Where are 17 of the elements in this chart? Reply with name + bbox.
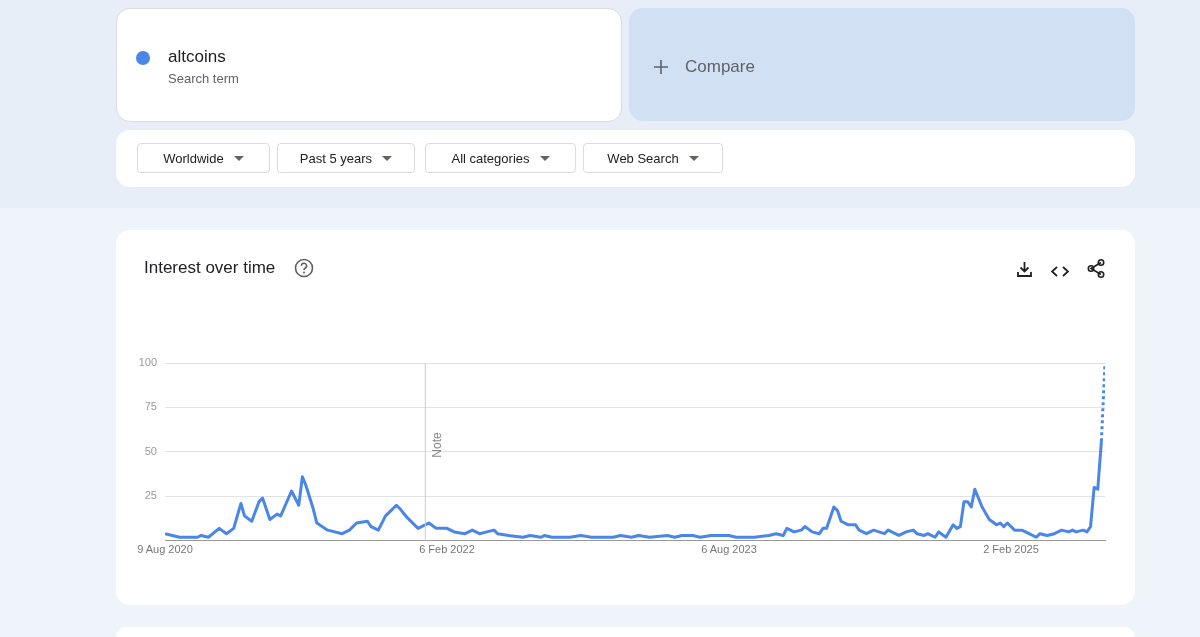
y-tick-label: 100: [138, 356, 157, 369]
text: Worldwide: [163, 150, 224, 166]
chart-title: Interest over time: [144, 258, 276, 278]
x-tick-label: 6 Feb 2022: [419, 543, 475, 556]
y-tick-label: 75: [144, 400, 157, 413]
y-tick-label: 50: [144, 444, 157, 457]
text: Past 5 years: [299, 150, 373, 166]
text: All categories: [451, 150, 530, 166]
text: Compare: [685, 57, 755, 77]
legend-label: altcoins: [168, 47, 226, 67]
x-tick-label: 2 Feb 2025: [983, 543, 1039, 556]
y-tick-label: 25: [144, 489, 157, 502]
x-tick-label: 9 Aug 2020: [137, 543, 193, 556]
ref-line-label: Note: [429, 432, 444, 458]
text: Search term: [168, 71, 239, 86]
x-tick-label: 6 Aug 2023: [701, 543, 757, 556]
text: Web Search: [607, 150, 679, 166]
